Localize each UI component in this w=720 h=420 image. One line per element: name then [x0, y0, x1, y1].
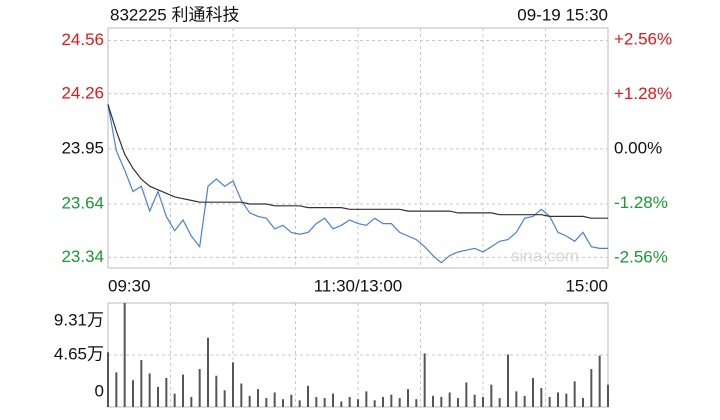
volume-bar [532, 377, 534, 407]
volume-bar [390, 394, 393, 407]
volume-bar [240, 383, 243, 407]
volume-bar [157, 386, 159, 407]
y-tick-label: 9.31万 [54, 310, 104, 329]
volume-bar [298, 400, 301, 407]
volume-bar [323, 398, 326, 407]
chart-title: 832225 利通科技 [110, 5, 239, 24]
price-line [107, 104, 608, 219]
x-tick-label: 11:30/13:00 [314, 276, 403, 295]
volume-bar [573, 381, 576, 407]
volume-bar [123, 303, 126, 407]
volume-bar [590, 369, 593, 407]
volume-bar [257, 389, 259, 407]
volume-bar [498, 398, 501, 407]
volume-bar [215, 375, 218, 407]
volume-bar [598, 355, 601, 407]
volume-bar [332, 393, 334, 407]
volume-bar [407, 389, 409, 407]
volume-bar [357, 399, 359, 407]
y-tick-label: 23.34 [61, 247, 104, 266]
volume-bar [482, 396, 484, 407]
price-line [107, 104, 608, 264]
volume-bar [365, 391, 368, 407]
y2-tick-label: -2.56% [614, 247, 668, 266]
x-tick-label: 09:30 [108, 276, 151, 295]
volume-bar [140, 360, 143, 407]
volume-bar [223, 390, 226, 407]
volume-bar [507, 354, 509, 407]
volume-bar [490, 384, 493, 407]
volume-bar [290, 394, 293, 407]
volume-bar [557, 392, 559, 407]
volume-bar [423, 353, 426, 407]
volume-bar [457, 398, 459, 407]
y-tick-label: 0 [95, 381, 104, 400]
volume-bar [165, 377, 168, 407]
y-tick-label: 24.26 [61, 83, 104, 102]
watermark: sina.com [511, 246, 579, 265]
volume-bar [232, 362, 234, 407]
volume-bar [607, 384, 609, 407]
volume-bar [473, 394, 476, 407]
volume-bar [307, 385, 309, 407]
volume-bar [198, 369, 201, 407]
volume-bar [348, 396, 351, 407]
volume-bar [540, 388, 543, 407]
volume-bar [182, 374, 184, 407]
volume-bar [582, 398, 584, 407]
volume-bar [248, 395, 251, 407]
volume-bar [207, 337, 209, 407]
y2-tick-label: +1.28% [614, 84, 672, 103]
volume-bar [115, 372, 118, 407]
volume-bar [265, 398, 268, 407]
volume-bar [382, 396, 384, 407]
y-tick-label: 23.95 [61, 138, 104, 157]
y2-tick-label: 0.00% [614, 138, 662, 157]
y-tick-label: 24.56 [61, 30, 104, 49]
volume-bar [515, 391, 518, 407]
volume-bar [432, 395, 434, 407]
volume-bar [440, 396, 443, 407]
volume-bar [132, 380, 134, 407]
volume-bar [273, 392, 276, 407]
y-tick-label: 23.64 [61, 193, 104, 212]
volume-bar [107, 352, 109, 407]
volume-bar [282, 399, 284, 407]
volume-bar [465, 382, 468, 407]
y2-tick-label: -1.28% [614, 193, 668, 212]
volume-bar [448, 392, 451, 407]
volume-bar [315, 396, 318, 407]
y-tick-label: 4.65万 [54, 345, 104, 364]
volume-bar [173, 393, 176, 407]
volume-bar [523, 395, 526, 407]
volume-bar [190, 396, 193, 407]
volume-bar [415, 399, 418, 407]
volume-bar [340, 401, 343, 407]
volume-bar [548, 396, 551, 407]
timestamp: 09-19 15:30 [517, 5, 608, 24]
volume-bar [565, 393, 568, 407]
x-tick-label: 15:00 [565, 276, 608, 295]
y2-tick-label: +2.56% [614, 29, 672, 48]
volume-bar [398, 398, 401, 407]
volume-bar [373, 400, 376, 407]
volume-bar [148, 373, 151, 407]
